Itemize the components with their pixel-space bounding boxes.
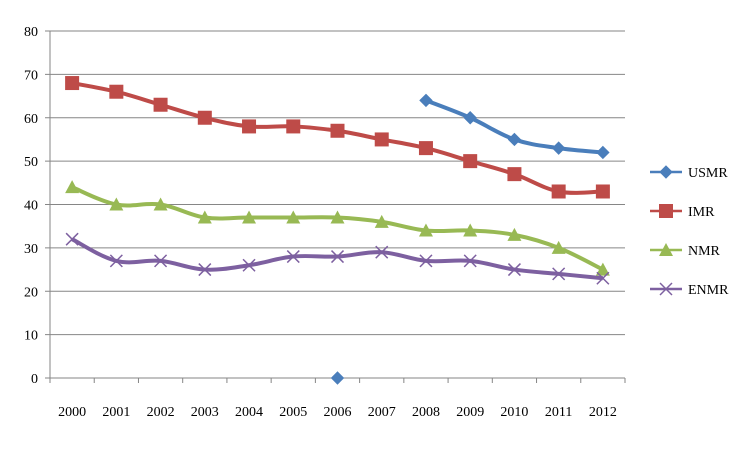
data-point: [242, 119, 257, 134]
data-point: [463, 111, 477, 125]
x-tick-label: 2006: [324, 405, 352, 420]
data-point: [595, 184, 610, 199]
legend-marker: [659, 165, 673, 179]
data-point: [463, 254, 477, 268]
data-point: [596, 271, 610, 285]
data-point: [242, 258, 256, 272]
data-point: [418, 141, 433, 156]
y-tick-labels: 0 10 20 30 40 50 60 70 80: [24, 25, 38, 387]
series-usmr: [330, 93, 610, 385]
y-tick-label: 20: [24, 285, 38, 300]
data-point: [153, 197, 168, 211]
x-tick-label: 2000: [58, 405, 86, 420]
legend-item-imr: IMR: [650, 204, 715, 220]
data-point: [154, 254, 168, 268]
x-tick-label: 2010: [500, 405, 528, 420]
y-tick-label: 50: [24, 155, 38, 170]
y-tick-label: 0: [31, 372, 38, 387]
legend-marker: [659, 282, 673, 296]
series-line: [71, 81, 603, 195]
legend-item-nmr: NMR: [650, 243, 721, 259]
legend-label: USMR: [688, 166, 728, 181]
data-point: [65, 180, 80, 194]
data-point: [286, 119, 301, 134]
data-point: [330, 250, 345, 264]
y-tick-label: 80: [24, 25, 38, 40]
data-point: [65, 76, 80, 91]
data-point: [374, 132, 389, 147]
data-point: [507, 167, 522, 182]
data-point: [551, 184, 566, 199]
data-point: [595, 262, 610, 276]
data-point: [330, 123, 345, 138]
data-point: [419, 93, 433, 108]
data-point: [197, 110, 212, 125]
series-enmr: [65, 232, 610, 285]
data-point: [552, 267, 566, 281]
x-tick-label: 2009: [456, 405, 484, 420]
x-tick-label: 2004: [235, 405, 263, 420]
series-line: [71, 237, 604, 281]
series-imr: [65, 76, 610, 199]
data-point: [286, 250, 300, 264]
x-tick-label: 2008: [412, 405, 440, 420]
legend-marker: [659, 243, 673, 256]
legend-label: NMR: [688, 244, 721, 259]
data-point: [198, 263, 212, 277]
x-tick-label: 2012: [589, 405, 617, 420]
data-point: [375, 245, 389, 259]
data-point: [551, 141, 566, 155]
data-point: [551, 240, 566, 254]
series-nmr: [65, 180, 610, 276]
series: [65, 76, 610, 385]
data-point: [153, 97, 168, 112]
axes: [45, 30, 626, 383]
data-point: [419, 254, 433, 268]
x-tick-label: 2007: [368, 405, 396, 420]
x-tick-label: 2011: [545, 405, 572, 420]
x-tick-labels: 2000 2001 2002 2003 2004 2005 2006 2007 2008 2009…: [58, 405, 617, 420]
y-tick-label: 30: [24, 242, 38, 257]
data-point: [596, 145, 610, 160]
data-point: [507, 132, 522, 147]
data-point: [374, 214, 389, 228]
data-point: [507, 227, 522, 241]
data-point: [330, 210, 345, 224]
data-point: [242, 210, 257, 224]
x-tick-label: 2001: [102, 405, 130, 420]
y-tick-label: 60: [24, 112, 38, 127]
y-tick-label: 70: [24, 68, 38, 83]
data-point: [463, 154, 478, 169]
data-point: [463, 223, 478, 237]
data-point: [330, 371, 345, 385]
legend-label: IMR: [688, 205, 715, 220]
legend: USMR IMR NMR ENMR: [650, 165, 729, 298]
data-point: [65, 232, 79, 246]
data-point: [197, 210, 212, 224]
data-point: [507, 263, 521, 277]
x-tick-label: 2002: [147, 405, 175, 420]
data-point: [418, 223, 433, 237]
y-tick-label: 40: [24, 199, 38, 214]
data-point: [109, 254, 123, 268]
data-point: [109, 84, 124, 99]
data-point: [286, 210, 301, 224]
data-point: [109, 197, 124, 211]
legend-label: ENMR: [688, 283, 729, 298]
legend-marker: [659, 204, 673, 218]
x-tick-label: 2003: [191, 405, 219, 420]
x-tick-label: 2005: [279, 405, 307, 420]
y-tick-label: 10: [24, 329, 38, 344]
legend-item-enmr: ENMR: [650, 282, 729, 298]
legend-item-usmr: USMR: [650, 165, 728, 181]
